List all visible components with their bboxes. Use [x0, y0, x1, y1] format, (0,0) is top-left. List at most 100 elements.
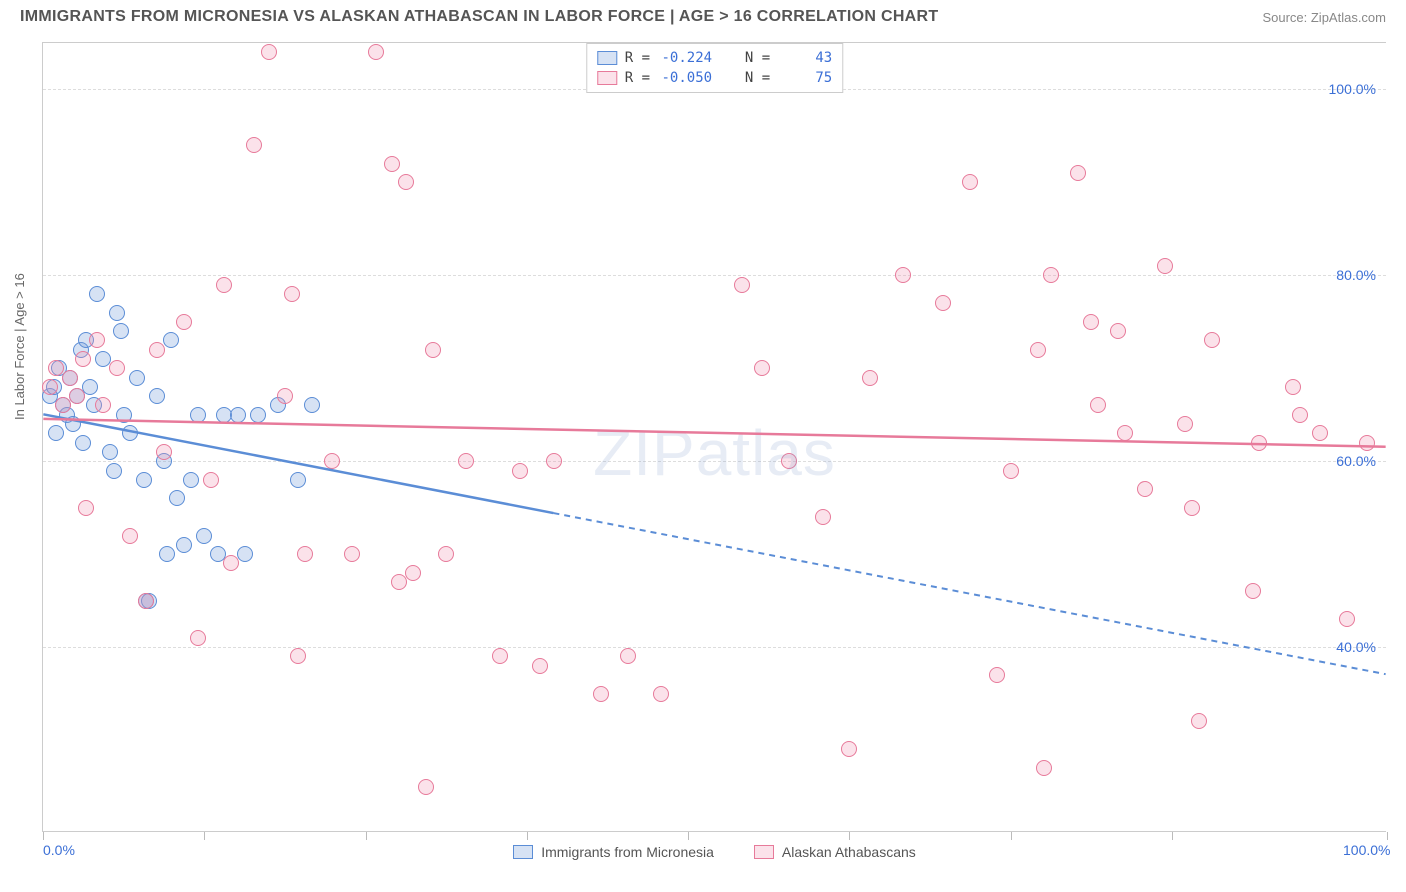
data-point-athabascan	[190, 630, 206, 646]
data-point-athabascan	[935, 295, 951, 311]
data-point-athabascan	[89, 332, 105, 348]
data-point-athabascan	[1043, 267, 1059, 283]
y-axis-label: In Labor Force | Age > 16	[12, 273, 27, 420]
data-point-micronesia	[290, 472, 306, 488]
data-point-micronesia	[122, 425, 138, 441]
data-point-athabascan	[69, 388, 85, 404]
legend-label: Alaskan Athabascans	[782, 844, 916, 860]
data-point-athabascan	[1184, 500, 1200, 516]
data-point-athabascan	[1204, 332, 1220, 348]
legend-swatch	[597, 71, 617, 85]
data-point-micronesia	[163, 332, 179, 348]
gridline	[43, 461, 1386, 462]
data-point-athabascan	[176, 314, 192, 330]
data-point-athabascan	[405, 565, 421, 581]
data-point-micronesia	[116, 407, 132, 423]
x-tick	[849, 832, 850, 840]
x-tick	[204, 832, 205, 840]
legend-label: Immigrants from Micronesia	[541, 844, 714, 860]
data-point-athabascan	[620, 648, 636, 664]
y-tick-label: 40.0%	[1336, 639, 1376, 655]
data-point-athabascan	[653, 686, 669, 702]
data-point-micronesia	[169, 490, 185, 506]
legend-swatch	[597, 51, 617, 65]
data-point-micronesia	[106, 463, 122, 479]
data-point-micronesia	[48, 425, 64, 441]
data-point-micronesia	[304, 397, 320, 413]
data-point-micronesia	[136, 472, 152, 488]
data-point-athabascan	[1292, 407, 1308, 423]
data-point-athabascan	[398, 174, 414, 190]
data-point-athabascan	[1110, 323, 1126, 339]
data-point-micronesia	[237, 546, 253, 562]
data-point-athabascan	[512, 463, 528, 479]
stat-n-value: 43	[778, 50, 832, 66]
data-point-athabascan	[438, 546, 454, 562]
data-point-athabascan	[1157, 258, 1173, 274]
y-tick-label: 60.0%	[1336, 453, 1376, 469]
gridline	[43, 275, 1386, 276]
data-point-athabascan	[277, 388, 293, 404]
data-point-micronesia	[89, 286, 105, 302]
data-point-micronesia	[113, 323, 129, 339]
data-point-micronesia	[102, 444, 118, 460]
source-attribution: Source: ZipAtlas.com	[1262, 10, 1386, 25]
data-point-athabascan	[1285, 379, 1301, 395]
data-point-micronesia	[65, 416, 81, 432]
legend-item-athabascan: Alaskan Athabascans	[754, 844, 916, 860]
data-point-athabascan	[1117, 425, 1133, 441]
x-tick	[1011, 832, 1012, 840]
data-point-micronesia	[82, 379, 98, 395]
stat-r-value: -0.050	[658, 70, 712, 86]
data-point-athabascan	[815, 509, 831, 525]
legend-swatch	[754, 845, 774, 859]
stat-n-value: 75	[778, 70, 832, 86]
data-point-athabascan	[324, 453, 340, 469]
data-point-athabascan	[109, 360, 125, 376]
data-point-athabascan	[1137, 481, 1153, 497]
stats-legend: R =-0.224 N =43R =-0.050 N =75	[586, 43, 843, 93]
data-point-athabascan	[492, 648, 508, 664]
data-point-athabascan	[532, 658, 548, 674]
data-point-athabascan	[1177, 416, 1193, 432]
stat-r-value: -0.224	[658, 50, 712, 66]
data-point-athabascan	[862, 370, 878, 386]
data-point-athabascan	[458, 453, 474, 469]
data-point-athabascan	[384, 156, 400, 172]
chart-title: IMMIGRANTS FROM MICRONESIA VS ALASKAN AT…	[20, 8, 938, 26]
data-point-athabascan	[216, 277, 232, 293]
data-point-athabascan	[1359, 435, 1375, 451]
data-point-athabascan	[246, 137, 262, 153]
y-tick-label: 100.0%	[1329, 81, 1376, 97]
x-tick	[1172, 832, 1173, 840]
data-point-athabascan	[261, 44, 277, 60]
series-legend: Immigrants from Micronesia Alaskan Athaba…	[43, 844, 1386, 860]
x-tick	[688, 832, 689, 840]
legend-swatch	[513, 845, 533, 859]
data-point-athabascan	[78, 500, 94, 516]
data-point-athabascan	[734, 277, 750, 293]
data-point-athabascan	[156, 444, 172, 460]
data-point-athabascan	[1003, 463, 1019, 479]
legend-item-micronesia: Immigrants from Micronesia	[513, 844, 714, 860]
data-point-athabascan	[1312, 425, 1328, 441]
data-point-athabascan	[425, 342, 441, 358]
data-point-athabascan	[1036, 760, 1052, 776]
plot-area: 40.0%60.0%80.0%100.0%0.0%100.0% ZIPatlas…	[42, 42, 1386, 832]
data-point-athabascan	[42, 379, 58, 395]
data-point-micronesia	[230, 407, 246, 423]
x-tick	[366, 832, 367, 840]
data-point-athabascan	[122, 528, 138, 544]
source-name: ZipAtlas.com	[1311, 10, 1386, 25]
data-point-micronesia	[250, 407, 266, 423]
stat-n-label: N =	[745, 50, 770, 66]
stat-r-label: R =	[625, 50, 650, 66]
data-point-athabascan	[1090, 397, 1106, 413]
data-point-micronesia	[196, 528, 212, 544]
data-point-micronesia	[75, 435, 91, 451]
data-point-athabascan	[781, 453, 797, 469]
stats-row-athabascan: R =-0.050 N =75	[597, 68, 832, 88]
data-point-athabascan	[284, 286, 300, 302]
stat-r-label: R =	[625, 70, 650, 86]
data-point-athabascan	[1083, 314, 1099, 330]
